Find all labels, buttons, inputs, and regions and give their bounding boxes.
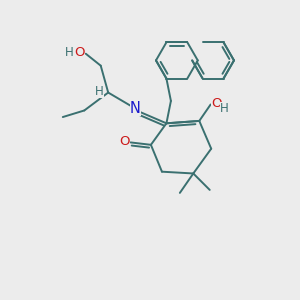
Text: H: H	[65, 46, 74, 59]
Text: O: O	[211, 97, 222, 110]
Text: O: O	[119, 135, 130, 148]
Text: H: H	[220, 102, 229, 115]
Text: O: O	[75, 46, 85, 59]
Text: N: N	[130, 101, 140, 116]
Text: H: H	[95, 85, 103, 98]
